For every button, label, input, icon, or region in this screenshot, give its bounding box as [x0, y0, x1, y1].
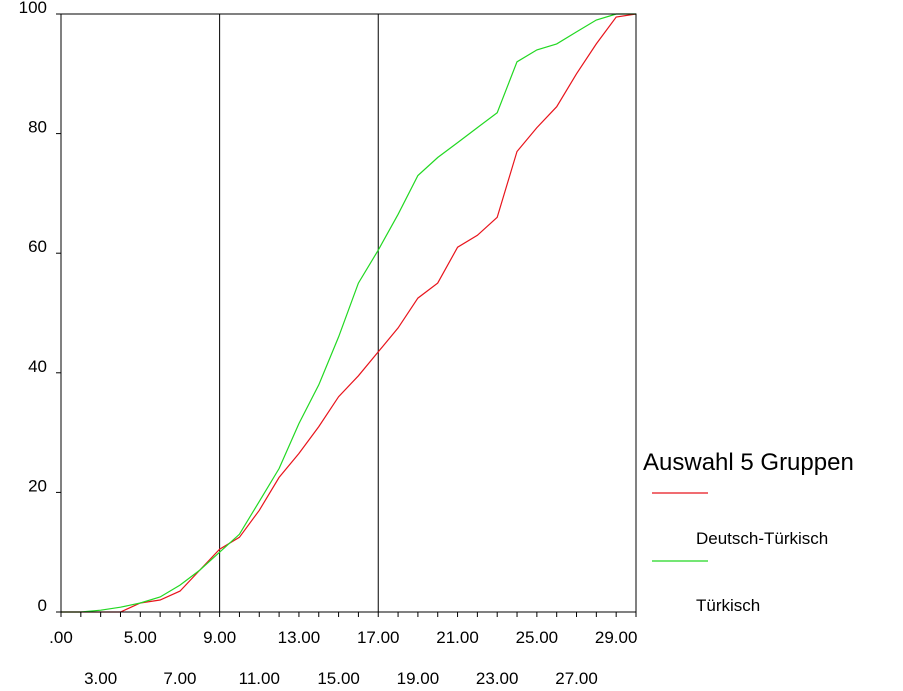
x-tick-label: 5.00	[124, 628, 157, 647]
x-tick-label: 11.00	[239, 669, 280, 688]
y-tick-label: 80	[28, 118, 47, 137]
x-tick-label: 21.00	[436, 628, 479, 647]
legend: Auswahl 5 Gruppen Deutsch-Türkisch Türki…	[643, 449, 854, 615]
legend-label-tuerkisch: Türkisch	[696, 596, 760, 615]
y-tick-label: 100	[19, 0, 47, 17]
y-tick-label: 40	[28, 357, 47, 376]
x-tick-label: 25.00	[516, 628, 559, 647]
x-tick-label: 15.00	[317, 669, 360, 688]
x-tick-label: 19.00	[397, 669, 440, 688]
x-tick-label: 7.00	[163, 669, 196, 688]
y-tick-label: 0	[38, 596, 47, 615]
x-tick-label: 23.00	[476, 669, 519, 688]
x-tick-label: 29.00	[595, 628, 638, 647]
x-tick-label: 17.00	[357, 628, 400, 647]
axes: 0 20 40 60 80 100 .00 5.00 9.00 13.00 17.00 21.00 25…	[19, 0, 638, 688]
x-tick-label: 9.00	[203, 628, 236, 647]
x-tick-label: 27.00	[555, 669, 598, 688]
series-line-1	[61, 13, 636, 613]
plot-area	[61, 13, 637, 613]
x-tick-label: 3.00	[84, 669, 117, 688]
x-tick-label: 13.00	[278, 628, 321, 647]
legend-title: Auswahl 5 Gruppen	[643, 449, 854, 476]
y-tick-label: 20	[28, 476, 47, 495]
x-tick-label: .00	[49, 628, 73, 647]
series-line-0	[61, 13, 637, 613]
y-tick-label: 60	[28, 237, 47, 256]
legend-label-deutsch-tuerkisch: Deutsch-Türkisch	[696, 529, 828, 548]
plot-frame	[60, 13, 637, 613]
